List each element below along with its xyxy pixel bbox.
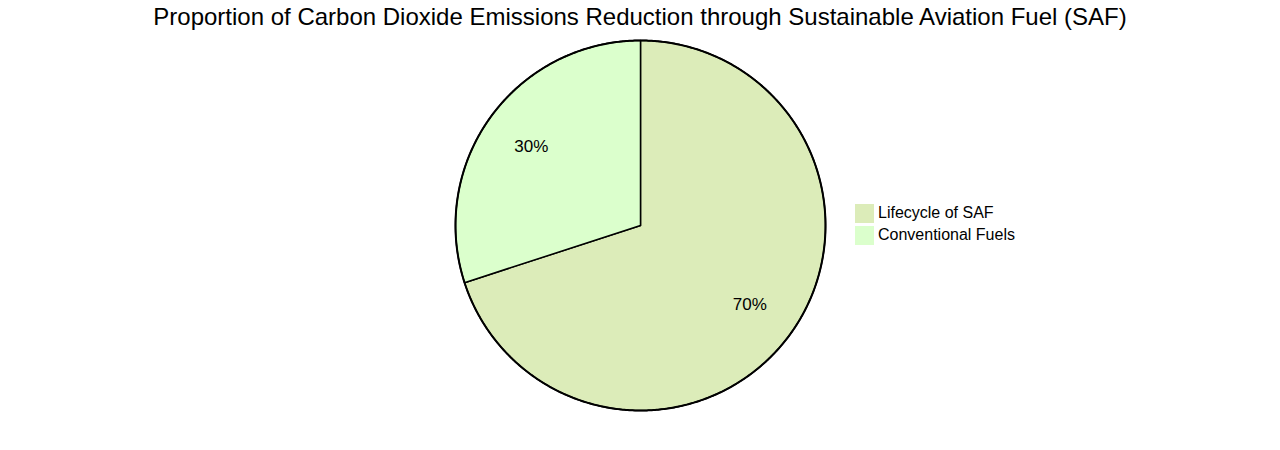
html-text:Proportion of Carbon Dioxide E: Proportion of Carbon Dioxide Emissions R… — [153, 3, 1127, 30]
html-text:Lifecycle of SAF: Lifecycle of SAF — [878, 204, 994, 221]
html-text:Conventional Fuels: Conventional Fuels — [878, 226, 1015, 243]
svg-text:70%: 70% — [733, 295, 767, 314]
svg-text:30%: 30% — [514, 137, 548, 156]
